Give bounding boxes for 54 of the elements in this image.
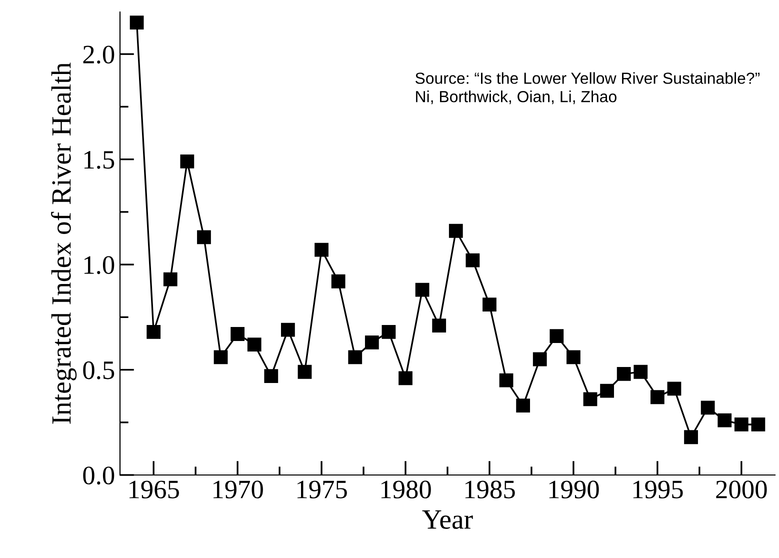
point <box>700 400 715 415</box>
point <box>600 384 614 398</box>
annotation: Source: “Is the Lower Yellow River Sustainable?” Ni, Borthwick, Oian, Li, Zhao <box>415 72 760 104</box>
point <box>482 298 496 312</box>
point <box>415 282 430 297</box>
point <box>516 398 530 412</box>
y-tick-label: 2.0 <box>83 46 114 64</box>
point <box>197 230 211 244</box>
point <box>364 335 379 350</box>
point <box>499 373 514 388</box>
point <box>398 371 412 386</box>
point <box>583 392 598 406</box>
x-tick-label: 2000 <box>716 480 767 498</box>
point <box>432 318 446 333</box>
point <box>734 418 748 432</box>
y-tick-label: 1.0 <box>84 256 114 274</box>
x-tick-label: 1975 <box>297 480 347 498</box>
x-tick-label: 1990 <box>549 480 599 498</box>
point <box>214 350 228 364</box>
point <box>163 272 178 286</box>
point <box>348 350 362 364</box>
x-tick-label: 1965 <box>130 480 179 498</box>
x-tick-label: 1970 <box>213 480 263 498</box>
point <box>550 329 564 344</box>
point <box>146 324 161 339</box>
point <box>650 390 664 404</box>
point <box>566 350 580 364</box>
point <box>264 369 278 384</box>
x-axis-title: Year <box>422 510 473 529</box>
point <box>634 364 648 379</box>
point <box>667 382 682 396</box>
x-tick-label: 1985 <box>465 480 515 498</box>
y-axis-title: Integrated Index of River Health <box>51 62 77 424</box>
point <box>247 338 262 352</box>
point <box>314 242 328 257</box>
point <box>718 413 732 428</box>
y-tick-label: 0.5 <box>83 361 114 380</box>
point <box>130 16 144 30</box>
point <box>230 327 245 341</box>
point <box>281 322 295 337</box>
x-tick-label: 1980 <box>381 480 431 498</box>
point <box>466 253 480 268</box>
point <box>448 224 463 238</box>
y-tick-label: 1.5 <box>84 151 114 169</box>
point <box>382 324 396 339</box>
point <box>331 274 346 288</box>
point <box>532 352 547 366</box>
point <box>180 154 194 168</box>
point <box>751 418 766 432</box>
y-tick-label: 0.0 <box>83 466 114 485</box>
x-tick-label: 1995 <box>633 480 683 498</box>
point <box>684 430 698 444</box>
point <box>616 367 631 381</box>
point <box>298 364 312 379</box>
